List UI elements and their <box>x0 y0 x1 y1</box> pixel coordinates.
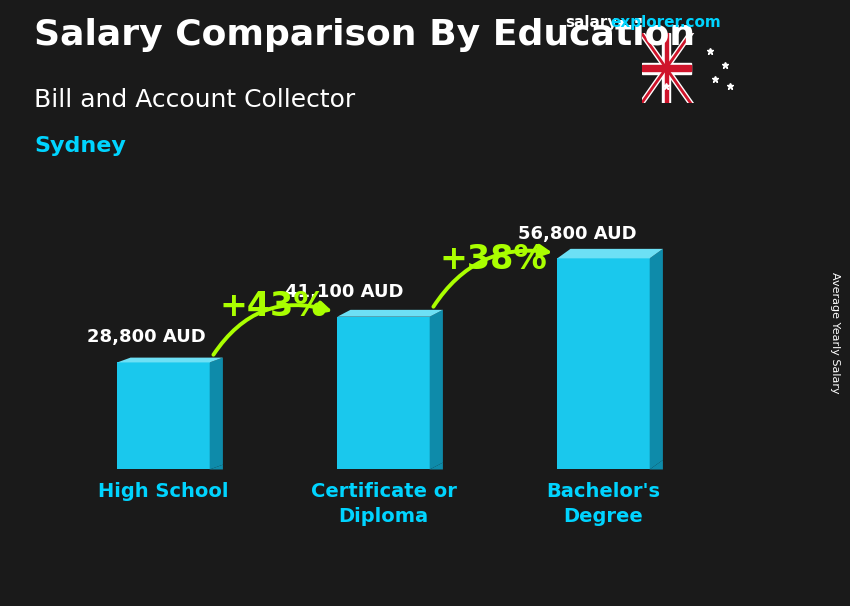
Text: salary: salary <box>565 15 618 30</box>
Text: 56,800 AUD: 56,800 AUD <box>518 224 637 242</box>
Bar <box>662 33 670 103</box>
Polygon shape <box>430 310 443 470</box>
Text: Bill and Account Collector: Bill and Account Collector <box>34 88 355 112</box>
Polygon shape <box>649 460 663 470</box>
Text: 28,800 AUD: 28,800 AUD <box>87 328 206 347</box>
Text: Certificate or
Diploma: Certificate or Diploma <box>310 482 456 526</box>
Text: Average Yearly Salary: Average Yearly Salary <box>830 273 840 394</box>
Polygon shape <box>337 317 430 470</box>
Text: +38%: +38% <box>439 243 547 276</box>
Bar <box>665 33 667 103</box>
Polygon shape <box>558 258 649 470</box>
Polygon shape <box>210 358 223 470</box>
Bar <box>642 65 690 71</box>
Polygon shape <box>337 310 443 317</box>
Text: Bachelor's
Degree: Bachelor's Degree <box>547 482 660 526</box>
Polygon shape <box>430 462 443 470</box>
Text: Sydney: Sydney <box>34 136 126 156</box>
Text: explorer.com: explorer.com <box>610 15 721 30</box>
Text: High School: High School <box>99 482 229 501</box>
Polygon shape <box>117 362 210 470</box>
Text: +43%: +43% <box>219 290 327 323</box>
Text: Salary Comparison By Education: Salary Comparison By Education <box>34 18 695 52</box>
Text: 41,100 AUD: 41,100 AUD <box>285 284 403 301</box>
Polygon shape <box>558 249 663 258</box>
Bar <box>642 62 690 74</box>
Polygon shape <box>210 465 223 470</box>
Polygon shape <box>117 358 223 362</box>
Polygon shape <box>649 249 663 470</box>
